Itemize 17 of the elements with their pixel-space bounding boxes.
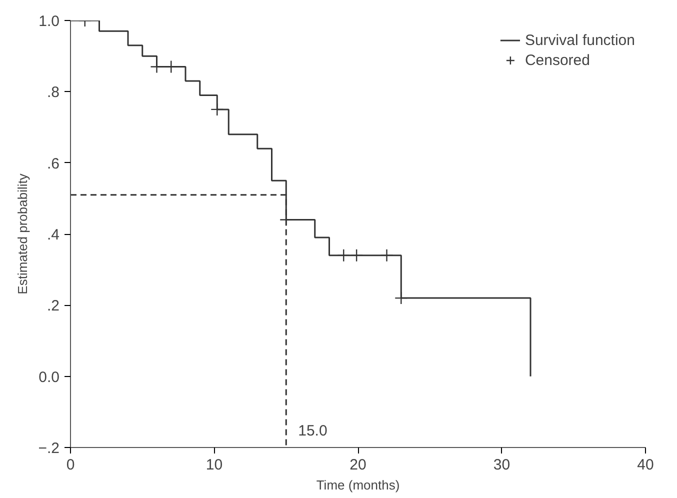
y-tick-label: .4: [46, 226, 60, 244]
x-tick-label: 0: [66, 456, 75, 474]
legend-label: Censored: [524, 52, 590, 68]
x-tick-label: 40: [637, 456, 654, 474]
annotation: 15.0: [298, 422, 328, 440]
y-tick-label: .8: [46, 84, 60, 102]
y-tick-label: 1.0: [38, 13, 60, 30]
y-tick-label: 0.0: [38, 368, 60, 386]
x-tick-label: 30: [493, 456, 510, 474]
x-tick-label: 10: [206, 456, 223, 474]
y-tick-label: .2: [46, 298, 60, 315]
x-tick-label: 20: [350, 456, 366, 474]
y-axis-title: Estimated probability: [15, 173, 30, 294]
legend-label: Survival function: [524, 32, 635, 48]
y-tick-label: −.2: [38, 440, 60, 457]
x-axis-title: Time (months): [316, 478, 400, 492]
y-tick-label: .6: [46, 155, 60, 172]
